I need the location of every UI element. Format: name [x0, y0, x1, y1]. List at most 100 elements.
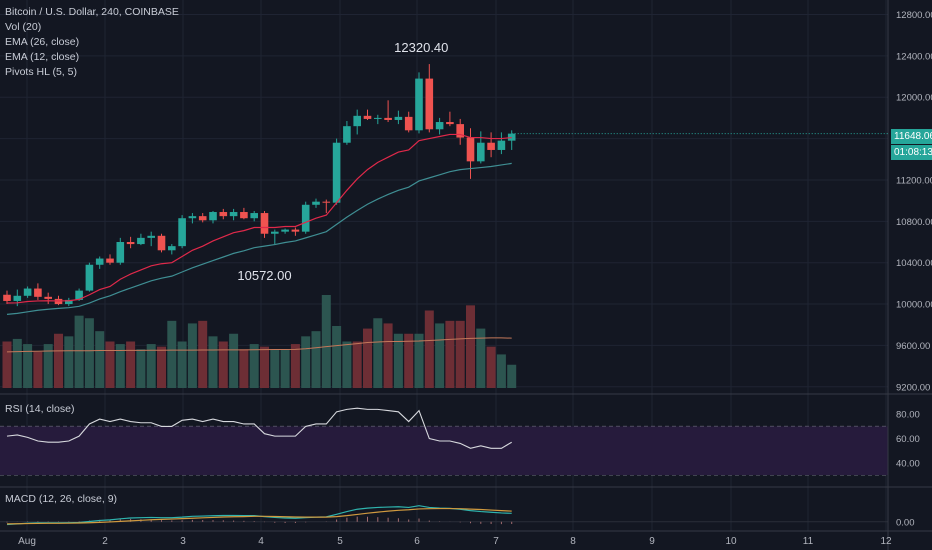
volume-bar — [435, 323, 445, 388]
candle-body — [466, 137, 475, 162]
candle-body — [404, 116, 413, 131]
volume-bar — [43, 344, 53, 388]
pivots-label[interactable]: Pivots HL (5, 5) — [5, 66, 77, 78]
candle-body — [425, 78, 434, 130]
candle-body — [23, 288, 32, 296]
candle-body — [332, 142, 341, 203]
volume-bar — [54, 333, 63, 388]
volume-bar — [12, 338, 22, 388]
volume-bar — [393, 333, 403, 388]
ema12-line — [6, 133, 512, 304]
volume-bar — [414, 333, 424, 388]
candle-body — [126, 242, 135, 245]
candle-body — [260, 213, 269, 234]
rsi-label[interactable]: RSI (14, close) — [5, 403, 75, 415]
ema26-label[interactable]: EMA (26, close) — [5, 36, 80, 48]
candle-body — [34, 288, 42, 297]
ema12-label[interactable]: EMA (12, close) — [5, 51, 80, 63]
volume-bar — [187, 323, 197, 388]
macd-legend: MACD (12, 26, close, 9) — [5, 492, 117, 507]
macd-tick-label: 0.00 — [896, 517, 915, 528]
candle-body — [507, 133, 516, 141]
volume-bar — [507, 364, 517, 388]
volume-bar — [342, 341, 352, 388]
candle-body — [116, 242, 125, 263]
volume-bar — [260, 346, 269, 388]
volume-bar — [373, 318, 383, 388]
vol-label[interactable]: Vol (20) — [5, 21, 42, 33]
volume-bar — [74, 315, 84, 388]
candle-body — [157, 235, 166, 251]
candle-body — [198, 216, 207, 221]
candle-body — [497, 140, 506, 150]
last-price-badge: 11648.06 — [891, 129, 932, 144]
candle-body — [178, 218, 186, 247]
volume-bar — [404, 333, 414, 388]
candle-body — [65, 299, 73, 305]
volume-bar — [383, 323, 393, 388]
volume-bar — [64, 336, 74, 388]
time-tick-label: 11 — [803, 536, 814, 547]
volume-bar — [239, 349, 249, 388]
volume-bar — [455, 320, 465, 388]
candle-body — [446, 122, 454, 125]
candle-body — [13, 295, 22, 301]
volume-bar — [301, 336, 311, 388]
volume-bar — [157, 346, 166, 388]
volume-bar — [136, 349, 146, 388]
volume-bar — [270, 349, 280, 388]
volume-bar — [198, 320, 208, 388]
time-tick-label: 12 — [880, 536, 892, 547]
candle-body — [209, 212, 217, 221]
candle-body — [3, 294, 11, 301]
candle-body — [322, 201, 331, 203]
main-legend: Bitcoin / U.S. Dollar, 240, COINBASE Vol… — [5, 5, 179, 80]
candle-body — [415, 78, 423, 131]
volume-bar — [84, 318, 94, 388]
candle-body — [85, 264, 94, 291]
volume-bar — [363, 328, 372, 388]
volume-bar — [218, 341, 228, 388]
candle-body — [137, 237, 145, 245]
volume-bar — [476, 328, 486, 388]
volume-bar — [321, 295, 331, 388]
volume-bar — [115, 344, 125, 388]
volume-bar — [229, 333, 239, 388]
price-tick-label: 9200.00 — [896, 382, 930, 393]
volume-bar — [424, 310, 434, 388]
volume-bar — [208, 336, 218, 388]
macd-label[interactable]: MACD (12, 26, close, 9) — [5, 493, 118, 505]
time-tick-label: 9 — [649, 536, 655, 547]
price-tick-label: 12400.00 — [896, 51, 932, 62]
price-tick-label: 10400.00 — [896, 258, 932, 269]
pivot-high-label: 12320.40 — [394, 40, 448, 55]
time-tick-label: 5 — [337, 536, 343, 547]
price-tick-label: 9600.00 — [896, 341, 930, 352]
time-tick-label: 2 — [102, 536, 108, 547]
time-tick-label: 8 — [570, 536, 576, 547]
volume-bar — [466, 305, 475, 388]
symbol-title[interactable]: Bitcoin / U.S. Dollar, 240, COINBASE — [5, 6, 179, 18]
time-tick-label: 7 — [493, 536, 499, 547]
candle-body — [147, 235, 155, 238]
candle-body — [240, 212, 248, 219]
volume-bar — [2, 341, 12, 388]
candle-body — [384, 117, 392, 120]
rsi-tick-label: 80.00 — [896, 410, 920, 421]
candle-body — [250, 213, 258, 219]
time-tick-label: 4 — [258, 536, 264, 547]
candlesticks — [3, 64, 516, 307]
rsi-tick-label: 60.00 — [896, 434, 920, 445]
candle-body — [229, 212, 238, 217]
volume-bars — [2, 295, 517, 388]
candle-body — [95, 258, 104, 265]
volume-bar — [352, 341, 362, 388]
candle-body — [343, 126, 351, 143]
macd-signal-line — [6, 507, 512, 525]
volume-bar — [332, 326, 342, 388]
candle-body — [312, 201, 320, 205]
volume-ma-line — [6, 337, 512, 353]
candle-body — [353, 115, 361, 127]
volume-bar — [105, 341, 115, 388]
